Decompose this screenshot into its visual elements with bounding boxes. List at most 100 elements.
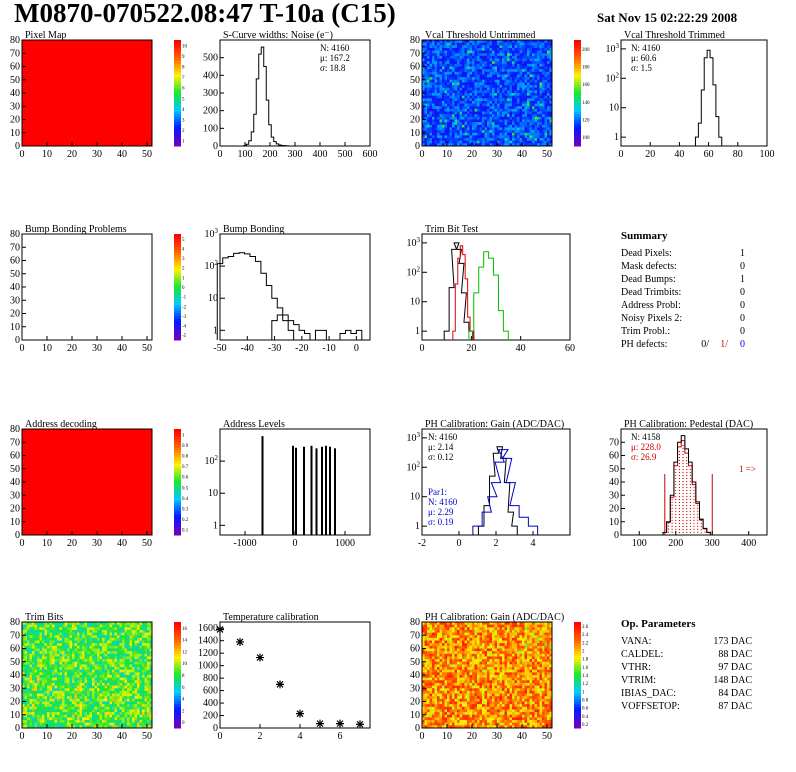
vcal-untrimmed-cell [502, 82, 505, 86]
vcal-untrimmed-cell [507, 77, 510, 81]
trim-bits-cell [97, 656, 100, 660]
trim-bits-cell [72, 651, 75, 655]
vcal-untrimmed-cell [444, 130, 448, 134]
vcal-untrimmed-cell [422, 138, 425, 141]
vcal-untrimmed-cell [474, 85, 478, 88]
trim-bits-cell [144, 653, 148, 657]
vcal-untrimmed-cell [477, 40, 480, 43]
vcal-untrimmed-cell [452, 108, 455, 112]
vcal-untrimmed-cell [444, 116, 448, 120]
trim-bits-cell [139, 648, 143, 652]
vcal-untrimmed-cell [474, 108, 478, 112]
trim-bits-cell [147, 720, 150, 723]
vcal-untrimmed-cell [432, 61, 435, 65]
trim-bits-cell [24, 637, 28, 641]
trim-bits-cell [102, 659, 105, 663]
vcal-untrimmed-cell [514, 138, 518, 141]
vcal-untrimmed-cell [549, 42, 553, 46]
vcal-untrimmed-cell [489, 103, 493, 107]
vcal-untrimmed-cell [522, 140, 525, 144]
trim-bits-cell [82, 709, 85, 713]
pixel-map-xtick-label: 40 [117, 149, 127, 160]
trim-bits-cell [72, 640, 75, 644]
vcal-untrimmed-cell [469, 108, 473, 112]
trim-bits-cell [39, 632, 43, 636]
trim-bits-cell [99, 706, 103, 710]
trim-bits-cell [44, 643, 48, 647]
vcal-untrimmed-cell [547, 106, 550, 110]
vcal-untrimmed-cell [447, 111, 450, 115]
vcal-untrimmed-cell [469, 58, 473, 62]
vcal-untrimmed-cell [482, 100, 485, 104]
trim-bits-cell [112, 629, 115, 633]
trim-bits-cell [112, 640, 115, 644]
trim-bits-cell [147, 661, 150, 665]
trim-bits-cell [144, 706, 148, 710]
vcal-untrimmed-cell [452, 140, 455, 144]
vcal-untrimmed-cell [534, 50, 538, 54]
vcal-untrimmed-cell [527, 95, 530, 99]
vcal-untrimmed-cell [477, 124, 480, 128]
trim-bits-cell [107, 698, 110, 702]
trim-bits-cell [119, 640, 123, 644]
trim-bits-cell [107, 717, 110, 721]
vcal-untrimmed-cell [477, 143, 480, 147]
trim-bits-cell [47, 659, 50, 663]
trim-bits-cell [102, 651, 105, 655]
trim-bits-cell [127, 698, 130, 702]
trim-bits-cell [82, 648, 85, 652]
vcal-untrimmed-cell [479, 50, 483, 54]
vcal-untrimmed-cell [537, 111, 540, 115]
trim-bits-cell [64, 643, 68, 647]
pixel-map-palette-band [174, 77, 181, 81]
trim-bits-cell [32, 667, 35, 670]
trim-bits-cell [134, 706, 138, 710]
trim-bits-cell [34, 656, 38, 660]
vcal-untrimmed-palette-band [574, 85, 581, 89]
trim-bits-ytick-label: 40 [10, 670, 20, 681]
vcal-untrimmed-cell [469, 98, 473, 102]
vcal-untrimmed-cell [472, 138, 475, 141]
trim-bits-cell [132, 664, 135, 668]
trim-bits-cell [107, 688, 110, 692]
ph-pedestal-hatch [689, 522, 691, 525]
vcal-untrimmed-cell [524, 71, 528, 75]
vcal-untrimmed-cell [459, 130, 463, 134]
ph-pedestal-hatch [693, 501, 695, 503]
vcal-untrimmed-cell [439, 58, 443, 62]
trim-bits-cell [54, 653, 58, 657]
trim-bits-cell [107, 701, 110, 705]
vcal-untrimmed-cell [449, 71, 453, 75]
trim-bits-cell [69, 651, 73, 655]
trim-bits-cell [124, 627, 128, 631]
vcal-untrimmed-cell [444, 85, 448, 88]
vcal-untrimmed-cell [447, 132, 450, 136]
trim-bits-cell [144, 659, 148, 663]
vcal-untrimmed-cell [432, 116, 435, 120]
vcal-untrimmed-cell [444, 95, 448, 99]
trim-bits-cell [147, 624, 150, 628]
vcal-untrimmed-cell [489, 58, 493, 62]
trim-bits-cell [77, 622, 80, 625]
vcal-untrimmed-cell [514, 140, 518, 144]
trim-bits-cell [77, 720, 80, 723]
trim-bits-cell [109, 672, 113, 676]
bump-problems-xtick-label: 10 [42, 343, 52, 354]
trim-bits-cell [107, 704, 110, 708]
trim-bits-cell [132, 672, 135, 676]
vcal-untrimmed-cell [519, 71, 523, 75]
vcal-untrimmed-cell [462, 42, 465, 46]
vcal-untrimmed-cell [427, 119, 430, 123]
trim-bits-cell [104, 656, 108, 660]
trim-bits-cell [62, 690, 65, 694]
vcal-untrimmed-cell [482, 77, 485, 81]
trim-bits-cell [77, 645, 80, 649]
trim-bits-cell [149, 667, 153, 670]
vcal-untrimmed-cell [482, 85, 485, 88]
trim-bits-cell [104, 637, 108, 641]
trim-bits-cell [34, 667, 38, 670]
trim-bits-cell [99, 627, 103, 631]
trim-bits-cell [32, 635, 35, 639]
trim-bits-cell [77, 688, 80, 692]
ph-pedestal-hatch [686, 456, 688, 459]
